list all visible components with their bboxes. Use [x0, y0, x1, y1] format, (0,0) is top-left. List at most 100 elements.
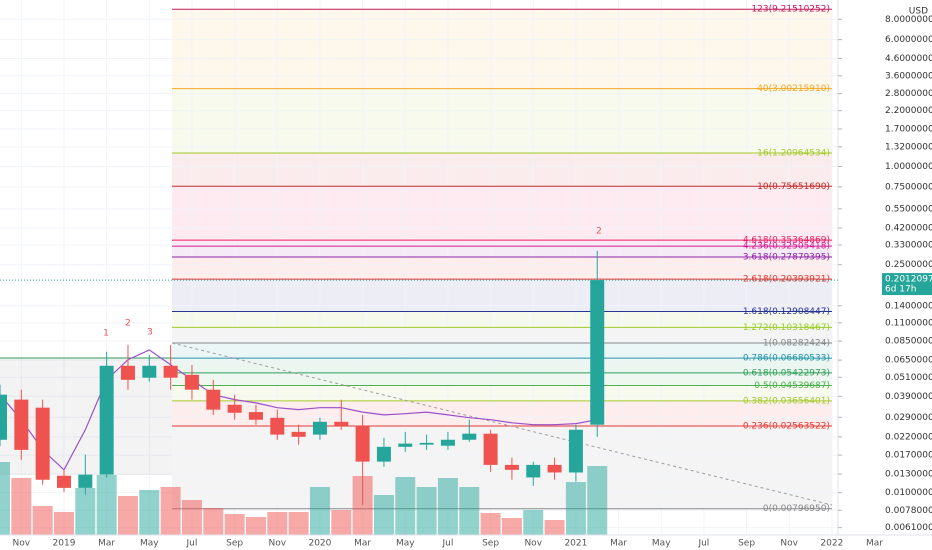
y-tick-label: 4.600000000	[885, 54, 932, 64]
y-tick-label: 0.051000000	[885, 373, 932, 383]
fib-band	[172, 246, 832, 257]
y-tick-label: 1.000000000	[885, 162, 932, 172]
y-tick-label: 0.330000000	[885, 241, 932, 251]
volume-bar	[437, 478, 458, 535]
y-tick-label: 0.750000000	[885, 182, 932, 192]
x-tick-label: Mar	[98, 539, 115, 549]
candle-body	[590, 280, 605, 425]
fib-label: 0.236(0.02563522)	[743, 421, 830, 431]
y-tick-label: 6.000000000	[885, 35, 932, 45]
candle-body	[99, 365, 114, 475]
y-tick-label: 0.140000000	[885, 301, 932, 311]
x-tick-label: Nov	[269, 539, 287, 549]
annotation: 2	[596, 227, 602, 237]
fib-label: 0(0.00796950)	[763, 504, 830, 514]
volume-bar	[0, 462, 10, 535]
x-tick-label: May	[652, 539, 671, 549]
y-tick-label: 0.013000000	[885, 470, 932, 480]
x-tick-label: Sep	[482, 539, 499, 549]
fib-band	[172, 186, 832, 241]
fib-band	[172, 88, 832, 154]
fib-label: 4.236(0.32505418)	[743, 242, 830, 252]
fib-label: 0.786(0.06680533)	[743, 354, 830, 364]
annotation: 2	[125, 319, 131, 329]
volume-bar	[53, 512, 74, 535]
x-tick-label: Sep	[738, 539, 755, 549]
x-tick-label: Sep	[226, 539, 243, 549]
volume-bar	[309, 487, 330, 535]
volume-bar	[416, 487, 437, 535]
fib-band	[172, 279, 832, 312]
candle-body	[440, 439, 455, 446]
x-tick-label: Mar	[354, 539, 371, 549]
volume-bar	[288, 512, 309, 535]
candles	[0, 250, 605, 506]
volume-bar	[32, 506, 53, 535]
x-tick-label: Jul	[442, 539, 454, 549]
volume-bar	[224, 514, 245, 535]
x-tick-label: 2020	[308, 539, 331, 549]
trend-line	[171, 342, 833, 506]
candle-body	[504, 464, 519, 470]
volume-bar	[352, 476, 373, 535]
candle-body	[526, 464, 541, 478]
fib-label: 3.618(0.27879395)	[743, 252, 830, 262]
candle-body	[0, 394, 7, 440]
fib-band	[172, 425, 832, 509]
x-tick-label: May	[396, 539, 415, 549]
x-tick-label: 2021	[564, 539, 587, 549]
y-tick-label: 0.065000000	[885, 356, 932, 366]
y-tick-label: 8.000000000	[885, 15, 932, 25]
volume	[0, 462, 608, 535]
fib-levels: 123(9.21510252) 40(3.00215910) 16(1.209645…	[172, 5, 832, 514]
y-tick-label: 0.010000000	[885, 488, 932, 498]
volume-bar	[395, 477, 416, 535]
fib-label: 40(3.00215910)	[757, 84, 830, 94]
annotations: 1 2 3 2	[103, 227, 602, 339]
volume-bar	[331, 510, 352, 535]
candle-body	[355, 425, 370, 462]
y-tick-label: 0.007800000	[885, 506, 932, 516]
candle-body	[398, 443, 413, 447]
moving-average	[0, 349, 598, 471]
fib-band	[172, 311, 832, 328]
volume-bar	[245, 517, 266, 535]
ma-line	[0, 349, 598, 471]
fib-bands	[172, 9, 832, 509]
volume-bar	[480, 513, 501, 535]
volume-bar	[267, 512, 288, 535]
candle-body	[462, 433, 477, 440]
candle-body	[568, 429, 583, 473]
y-tick-label: 0.039000000	[885, 392, 932, 402]
candle-body	[291, 431, 306, 437]
fib-label: 0.382(0.03656401)	[743, 396, 830, 406]
candle-body	[163, 365, 178, 378]
volume-bar	[501, 518, 522, 535]
x-tick-label: May	[140, 539, 159, 549]
y-tick-label: 0.420000000	[885, 223, 932, 233]
candle-body	[227, 404, 242, 413]
candle-body	[184, 374, 199, 390]
x-tick-label: Nov	[13, 539, 31, 549]
fib-band	[172, 372, 832, 386]
candle-body	[334, 421, 349, 426]
fib-band	[172, 9, 832, 89]
y-tick-label: 0.085000000	[885, 337, 932, 347]
candle-body	[483, 433, 498, 465]
volume-bar	[587, 466, 608, 535]
fib-band	[172, 240, 832, 247]
x-tick-label: Nov	[780, 539, 798, 549]
y-tick-label: 0.022000000	[885, 432, 932, 442]
y-tick-label: 3.600000000	[885, 71, 932, 81]
fib-band	[172, 385, 832, 401]
fib-band	[172, 256, 832, 280]
x-tick-label: 2019	[53, 539, 76, 549]
candle-body	[35, 407, 50, 480]
volume-bar	[373, 495, 394, 535]
x-tick-label: Jul	[697, 539, 709, 549]
fib-label: 1(0.08282424)	[763, 338, 830, 348]
fib-label: 4.618(0.35364869)	[743, 236, 830, 246]
candle-body	[142, 365, 157, 378]
x-tick-label: Jul	[186, 539, 198, 549]
